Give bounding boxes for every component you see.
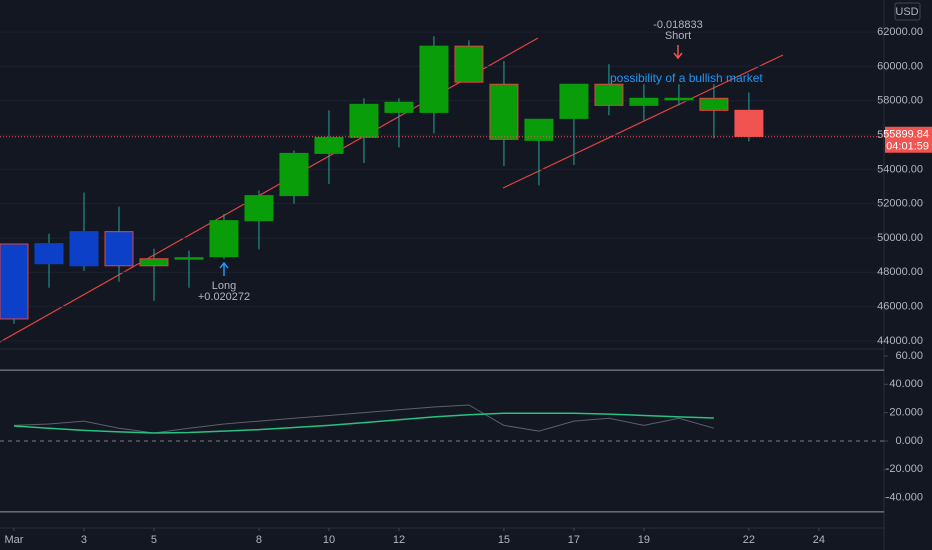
x-tick-label: 8 [256,534,262,546]
y-tick-label: 46000.00 [877,301,923,313]
candle-body [559,83,589,119]
x-tick-label: 24 [813,534,825,546]
y-tick-label: 62000.00 [877,26,923,38]
short-value: -0.018833 [653,19,703,31]
y-tick-label: 20.000 [889,407,923,419]
candle-body [699,97,729,111]
candle-body [734,109,764,137]
note: possibility of a bullish market [610,71,763,85]
y-tick-label: 60.00 [895,350,923,362]
indicator-line [13,412,714,434]
candle-body [174,257,204,260]
candle-body [0,243,29,320]
currency-box [894,2,921,21]
x-tick-label: 15 [498,534,510,546]
y-tick-label: 60000.00 [877,60,923,72]
last-price-box [885,126,932,153]
y-tick-label: 44000.00 [877,335,923,347]
y-tick-label: 54000.00 [877,163,923,175]
indicator-line [13,404,715,434]
long-arrow [219,261,229,276]
candle-body [454,45,484,83]
currency: USD [895,6,918,18]
candle-body [209,220,239,258]
x-tick-label: 5 [151,534,157,546]
y-tick-label: -20.000 [886,463,923,475]
x-tick-label: 10 [323,534,335,546]
candle-body [104,231,134,267]
candle-body [34,243,64,265]
candle-body [489,83,519,140]
x-tick-label: 17 [568,534,580,546]
short-label: Short [665,30,691,42]
candle-body [314,136,344,154]
candle-body [419,45,449,113]
countdown: 04:01:59 [886,141,929,153]
candle-body [384,101,414,113]
candle-body [139,258,169,267]
candle-body [349,103,379,138]
candle-body [664,97,694,101]
candle-body [594,83,624,106]
short-arrow [673,45,683,60]
long-value: +0.020272 [198,291,250,303]
x-tick-label: Mar [5,534,24,546]
x-tick-label: 3 [81,534,87,546]
y-tick-label: 58000.00 [877,95,923,107]
trend-line [502,54,784,189]
long-label: Long [212,280,236,292]
x-tick-label: 19 [638,534,650,546]
last-price-label: 55899.84 [883,129,929,141]
y-tick-label: 50000.00 [877,232,923,244]
x-tick-label: 12 [393,534,405,546]
y-tick-label: 52000.00 [877,198,923,210]
candle-body [279,152,309,197]
candle-body [244,195,274,222]
candle-body [524,118,554,141]
y-tick-label: 40.000 [889,378,923,390]
y-tick-label: 48000.00 [877,266,923,278]
y-tick-label: -40.000 [886,492,923,504]
candle-body [69,231,99,267]
candle-body [629,97,659,106]
x-tick-label: 22 [743,534,755,546]
y-tick-label: 0.000 [895,435,923,447]
